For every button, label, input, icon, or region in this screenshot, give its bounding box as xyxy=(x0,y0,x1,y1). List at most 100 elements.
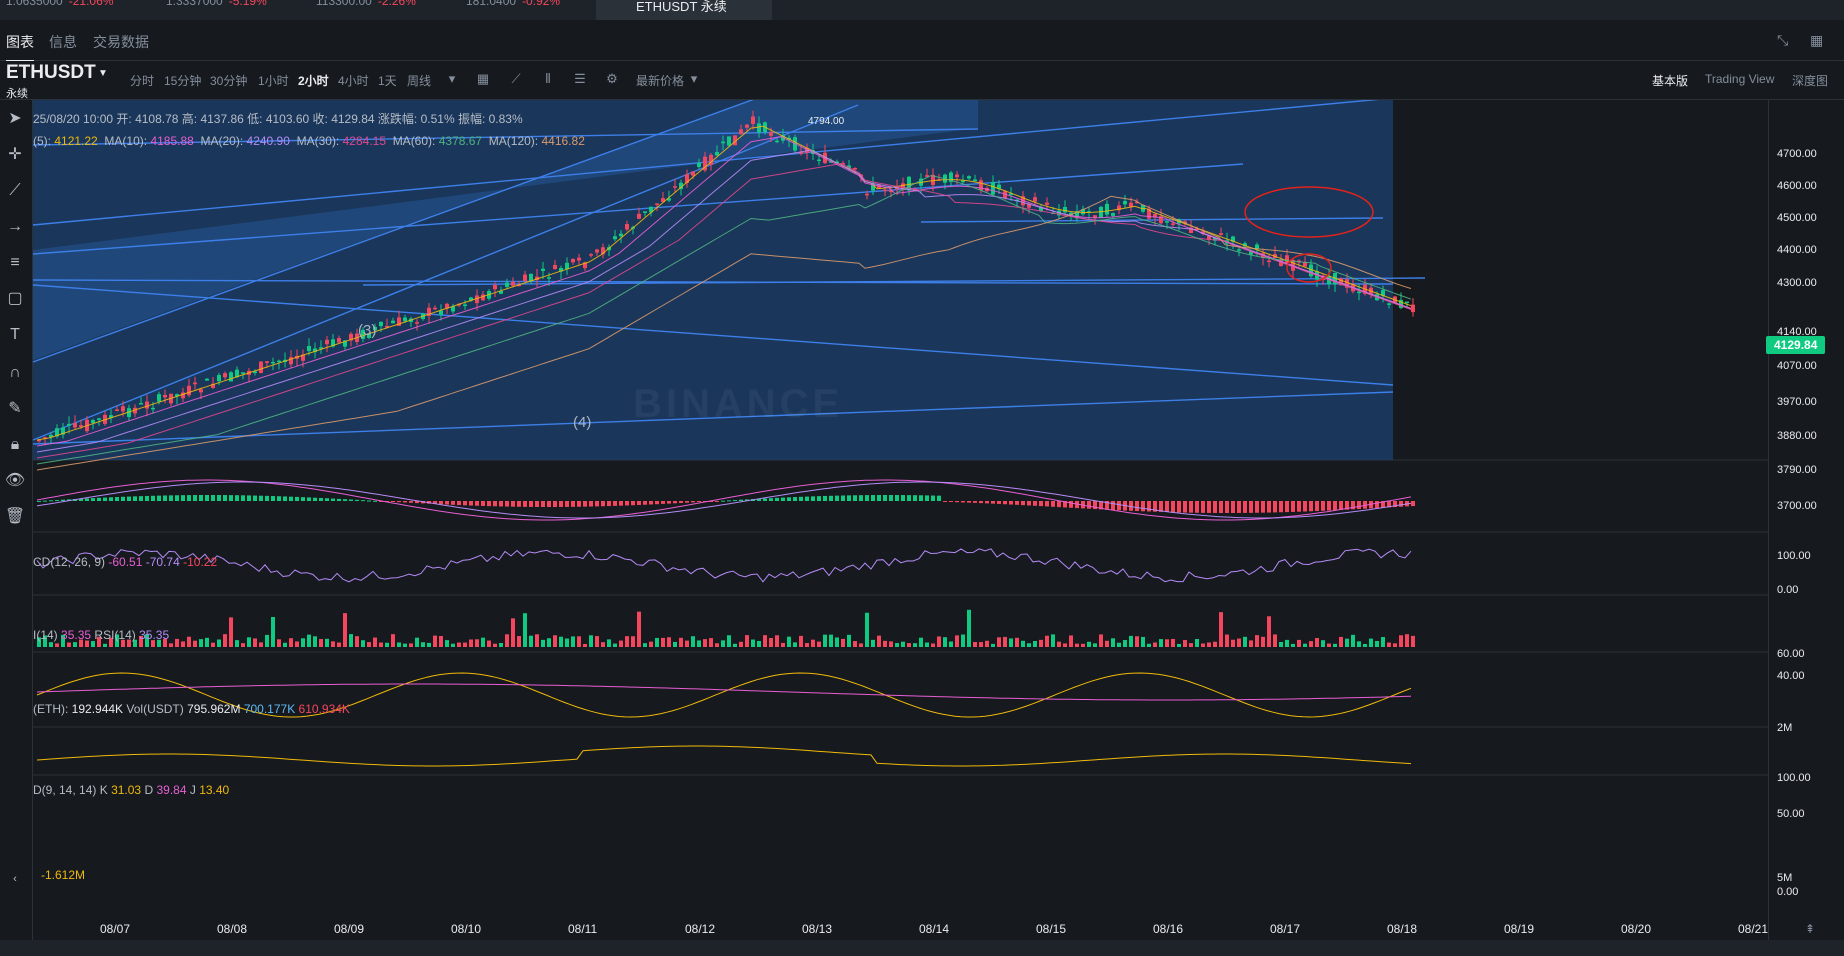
candle xyxy=(529,273,533,282)
interval-4h[interactable]: 4小时 xyxy=(338,74,369,88)
macd-bar xyxy=(121,496,125,501)
candle xyxy=(601,247,605,255)
indicator-icon[interactable]: ⟋ xyxy=(511,71,521,86)
symbol-selector[interactable]: ETHUSDT xyxy=(6,62,96,83)
candle xyxy=(1339,278,1343,286)
view-depth[interactable]: 深度图 xyxy=(1792,74,1829,88)
volume-bar xyxy=(475,639,479,647)
volume-bar xyxy=(943,637,947,647)
volume-bar xyxy=(1345,638,1349,647)
collapse-icon[interactable]: ⤡ xyxy=(1777,32,1789,48)
macd-bar xyxy=(625,501,629,506)
candle xyxy=(931,174,935,185)
ticker-item[interactable]: 181.0400 -0.92% xyxy=(466,0,561,8)
rising-channel-upper xyxy=(33,128,979,146)
arrow-icon[interactable]: → xyxy=(7,218,23,235)
interval-2h[interactable]: 2小时 xyxy=(298,74,329,88)
fib-icon[interactable]: ≡ xyxy=(10,254,20,271)
tab-info[interactable]: 信息 xyxy=(49,34,77,50)
axis-settings-icon[interactable]: ⇞ xyxy=(1805,922,1816,936)
interval-week[interactable]: 周线 xyxy=(407,74,432,88)
candle xyxy=(223,373,227,378)
annotation-circle xyxy=(1286,253,1332,283)
moving-average-line xyxy=(36,136,1412,447)
volume-bar xyxy=(967,609,971,647)
candle xyxy=(133,407,137,414)
cursor-icon[interactable]: ➤ xyxy=(8,110,22,127)
interval-1s[interactable]: 分时 xyxy=(130,74,155,88)
chevron-down-icon[interactable]: ▼ xyxy=(98,68,108,79)
interval-15m[interactable]: 15分钟 xyxy=(164,74,202,88)
macd-bar xyxy=(997,501,1001,504)
macd-bar xyxy=(301,497,305,501)
active-symbol-tab[interactable]: ETHUSDT 永续 xyxy=(596,0,772,20)
candle xyxy=(253,371,257,374)
macd-bar xyxy=(115,497,119,501)
volume-bar xyxy=(1201,643,1205,647)
macd-bar xyxy=(673,501,677,504)
watermark: BINANCE xyxy=(633,382,844,426)
macd-bar xyxy=(865,495,869,501)
interval-1h[interactable]: 1小时 xyxy=(258,74,289,88)
drawing-toolbar: ➤ ✛ ⟋ → ≡ ▢ T ∩ ✎ 🔒︎ 👁︎ 🗑︎ ‹ xyxy=(0,100,33,950)
shape-icon[interactable]: ▢ xyxy=(7,290,23,307)
macd-bar xyxy=(97,497,101,501)
candle xyxy=(1063,207,1067,213)
tab-trading-data[interactable]: 交易数据 xyxy=(93,34,149,50)
tab-chart[interactable]: 图表 xyxy=(6,34,34,62)
candle xyxy=(91,420,95,424)
grid-layout-icon[interactable]: ▦ xyxy=(1810,32,1824,48)
macd-bar xyxy=(1093,501,1097,510)
more-intervals-icon[interactable]: ▾ xyxy=(448,71,456,86)
chart-canvas[interactable]: 25/08/20 10:00 开: 4108.78 高: 4137.86 低: … xyxy=(33,100,1768,940)
trash-icon[interactable]: 🗑︎ xyxy=(4,508,26,525)
template-icon[interactable]: ☰ xyxy=(574,71,586,86)
eye-icon[interactable]: 👁︎ xyxy=(4,472,26,489)
macd-bar xyxy=(91,498,95,501)
macd-bar xyxy=(919,495,923,501)
interval-30m[interactable]: 30分钟 xyxy=(210,74,248,88)
volume-bar xyxy=(1381,637,1385,647)
magnet-icon[interactable]: ∩ xyxy=(9,364,21,381)
volume-bar xyxy=(601,642,605,647)
price-axis[interactable]: 4700.00 4600.00 4500.00 4400.00 4300.00 … xyxy=(1768,100,1844,940)
price-type-select[interactable]: 最新价格 xyxy=(636,74,685,88)
macd-bar xyxy=(199,495,203,501)
volume-bar xyxy=(139,635,143,647)
volume-bar xyxy=(985,640,989,647)
text-icon[interactable]: T xyxy=(10,326,20,343)
candle xyxy=(1033,197,1037,202)
macd-bar xyxy=(817,496,821,501)
volume-bar xyxy=(379,642,383,647)
candle xyxy=(1153,214,1157,218)
trendline-icon[interactable]: ⟋ xyxy=(9,182,21,199)
price-type-chevron-icon[interactable]: ▾ xyxy=(690,71,698,86)
interval-1d[interactable]: 1天 xyxy=(378,74,397,88)
draw-lock-icon[interactable]: ✎ xyxy=(8,400,22,417)
candle xyxy=(1081,209,1085,215)
candle xyxy=(313,348,317,353)
candle xyxy=(511,281,515,286)
volume-bar xyxy=(649,641,653,647)
ticker-item[interactable]: 1.0635000 -21.06% xyxy=(6,0,114,8)
macd-bar xyxy=(1135,501,1139,512)
view-basic[interactable]: 基本版 xyxy=(1652,74,1689,88)
candle-type-icon[interactable]: ⫴ xyxy=(545,71,551,86)
volume-bar xyxy=(61,634,65,647)
volume-bar xyxy=(289,638,293,647)
macd-bar xyxy=(823,495,827,501)
collapse-sidebar-icon[interactable]: ‹ xyxy=(13,873,17,885)
macd-bar xyxy=(355,499,359,501)
settings-icon[interactable]: ⚙ xyxy=(606,71,618,86)
crosshair-icon[interactable]: ✛ xyxy=(8,146,22,163)
macd-bar xyxy=(175,495,179,501)
candle xyxy=(109,415,113,418)
volume-bar xyxy=(871,639,875,647)
view-tradingview[interactable]: Trading View xyxy=(1705,72,1775,86)
macd-bar xyxy=(373,500,377,502)
ticker-item[interactable]: 113300.00 -2.26% xyxy=(316,0,416,8)
ticker-item[interactable]: 1.3337000 -5.19% xyxy=(166,0,267,8)
macd-bar xyxy=(1159,501,1163,512)
lock-icon[interactable]: 🔒︎ xyxy=(10,436,20,453)
calendar-icon[interactable]: ▦ xyxy=(476,71,490,86)
